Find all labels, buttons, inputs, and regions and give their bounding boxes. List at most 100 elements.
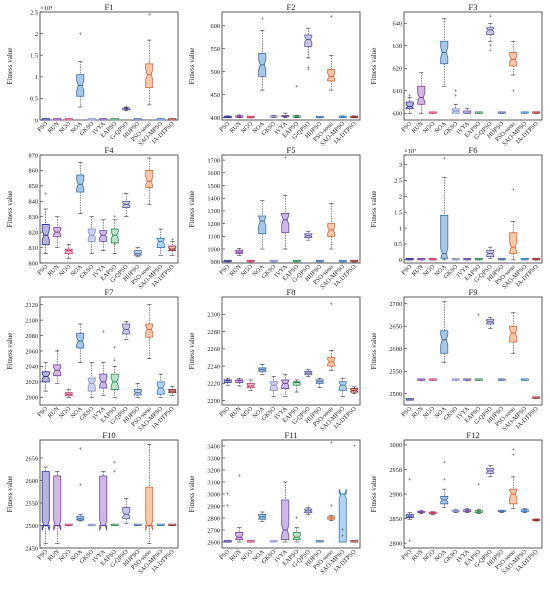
y-tick-label: 3200 (207, 467, 220, 474)
box-gkso (451, 509, 460, 513)
box-g-qpso (122, 193, 131, 218)
y-tick-label: 2280 (207, 329, 220, 336)
outlier-point: + (488, 14, 492, 21)
box-eapso: + (292, 515, 301, 543)
box-eapso: ++ (110, 344, 119, 398)
plot-frame (39, 154, 179, 264)
box-ia-dtpso (532, 396, 541, 399)
box-run (53, 216, 62, 248)
outlier-point: + (408, 538, 412, 545)
panel-title: F5 (287, 145, 296, 155)
box-body (281, 379, 290, 389)
box-body (405, 101, 414, 110)
box-body (269, 381, 278, 391)
y-tick-label: 2.5 (30, 9, 38, 16)
y-tick-label: 2260 (207, 346, 220, 353)
box-eapso (110, 118, 119, 121)
outlier-point: + (352, 443, 356, 450)
plot-frame (403, 296, 543, 406)
y-tick-label: 3300 (207, 455, 220, 462)
box-hijpso (133, 118, 142, 121)
box-ia-dtpso (532, 518, 541, 522)
box-noa: ++ (440, 459, 449, 509)
outlier-point: + (329, 503, 333, 510)
y-tick-label: 800 (29, 260, 38, 267)
panel-title: F1 (105, 2, 114, 12)
box-eapso: ++ (110, 460, 119, 526)
y-tick-label: 2220 (207, 381, 220, 388)
box-pso: + (405, 92, 414, 114)
outlier-point: + (260, 16, 264, 23)
y-tick-label: 2500 (25, 523, 38, 530)
box-noa (76, 162, 85, 214)
box-run (417, 378, 426, 381)
outlier-point: + (44, 191, 48, 198)
y-tick-label: 610 (393, 88, 402, 95)
box-sao-mpso (338, 115, 347, 119)
y-axis-label: Fitness value (370, 476, 378, 513)
y-tick-label: 2600 (389, 346, 402, 353)
box-body (41, 471, 50, 531)
x-tick-label: RUN (46, 120, 61, 135)
outlier-point: + (511, 88, 515, 95)
box-pso: + (41, 191, 50, 255)
box-eapso: ++ (110, 214, 119, 255)
plot-frame (221, 439, 361, 549)
box-noa: ++ (76, 446, 85, 522)
outlier-point: + (295, 84, 299, 91)
y-tick-label: 1 (399, 225, 402, 232)
box-body (168, 245, 177, 252)
box-ia-dtpso: + (168, 237, 177, 256)
panel-f7: F7 Fitness value 2000 2020 2040 2060 2080 2100 2… (6, 287, 179, 433)
plot-frame (221, 296, 361, 406)
box-noa (258, 364, 267, 376)
outlier-point: + (283, 155, 287, 162)
y-tick-label: 2080 (25, 333, 38, 340)
outlier-point: + (341, 527, 345, 534)
outlier-point: + (113, 214, 117, 221)
y-tick-label: 400 (211, 115, 220, 122)
y-tick-label: 2020 (25, 379, 38, 386)
y-axis-label: Fitness value (6, 333, 14, 370)
box-pso-sono: + (509, 40, 518, 95)
y-tick-label: 620 (393, 66, 402, 73)
x-tick-label: RUN (228, 263, 243, 278)
box-hijpso (133, 247, 142, 258)
box-pso-sono (145, 444, 154, 544)
box-body (440, 330, 449, 354)
y-axis-label: Fitness value (188, 48, 196, 85)
box-gkso (451, 378, 460, 381)
box-ivya (281, 112, 290, 119)
box-body (281, 213, 290, 233)
box-body (133, 250, 142, 256)
plot-frame (221, 154, 361, 264)
box-body (292, 532, 301, 540)
outlier-point: + (329, 301, 333, 308)
box-pso-sono: ++ (509, 447, 518, 510)
outlier-point: + (101, 329, 105, 336)
box-pso-sono (145, 304, 154, 360)
box-pso (41, 362, 50, 392)
y-tick-label: 500 (211, 69, 220, 76)
box-body (99, 475, 108, 531)
box-body (87, 377, 96, 392)
box-sao-mpso (520, 378, 529, 381)
box-ivya (463, 378, 472, 381)
y-tick-label: 2500 (389, 391, 402, 398)
box-ivya: + (281, 155, 290, 250)
y-tick-label: 1200 (207, 221, 220, 228)
y-tick-label: 2900 (389, 491, 402, 498)
outlier-point: + (147, 11, 151, 18)
outlier-point: + (442, 476, 446, 483)
panel-title: F8 (287, 287, 296, 297)
box-ia-dtpso (532, 111, 541, 114)
box-body (509, 325, 518, 343)
y-tick-label: 0.5 (394, 241, 402, 248)
outlier-point: + (511, 187, 515, 194)
box-hijpso (497, 111, 506, 114)
box-ngo (64, 389, 73, 398)
box-ngo (246, 259, 255, 263)
x-tick-label: RUN (46, 548, 61, 563)
x-tick-label: RUN (46, 263, 61, 278)
